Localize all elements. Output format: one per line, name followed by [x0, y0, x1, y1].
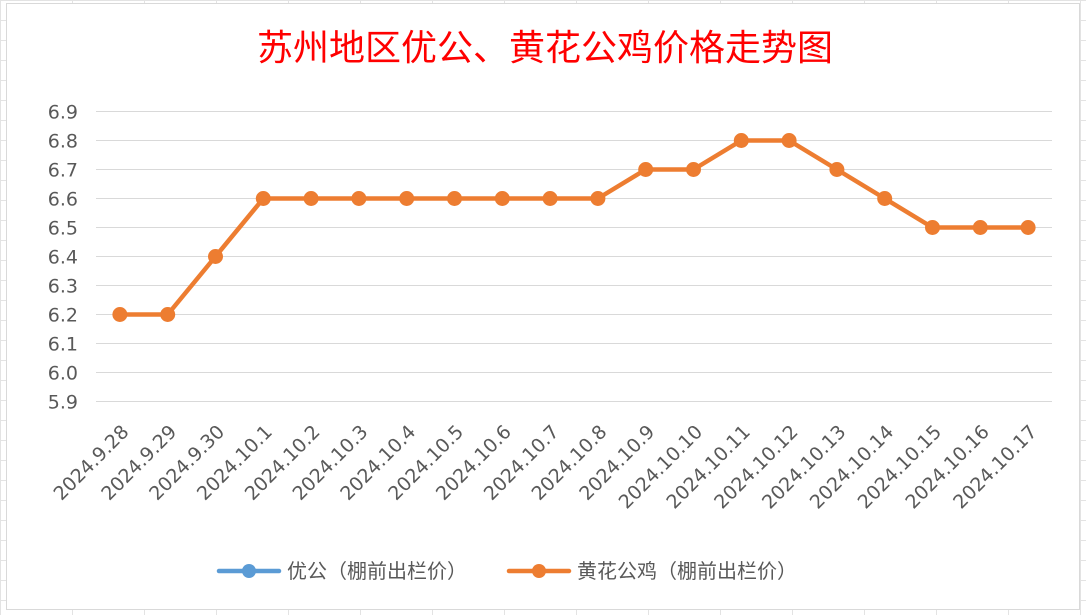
data-point: [877, 191, 893, 206]
data-point: [686, 162, 701, 177]
chart-title: 苏州地区优公、黄花公鸡价格走势图: [257, 28, 833, 69]
data-point: [590, 191, 606, 206]
series-line: [117, 138, 1031, 317]
y-tick-label: 6.0: [48, 363, 78, 385]
data-point: [972, 220, 988, 235]
data-point: [303, 191, 319, 206]
data-point: [542, 191, 558, 206]
y-tick-label: 5.9: [48, 392, 78, 414]
legend-label: 黄花公鸡（棚前出栏价）: [577, 559, 797, 583]
y-tick-label: 6.8: [48, 131, 78, 153]
data-point: [447, 191, 462, 206]
y-tick-label: 6.1: [48, 334, 78, 356]
legend-label: 优公（棚前出栏价）: [287, 559, 467, 583]
data-point: [112, 307, 128, 322]
data-point: [925, 220, 940, 235]
y-tick-label: 6.3: [48, 276, 78, 298]
legend-marker: [532, 564, 546, 578]
y-tick-label: 6.4: [48, 247, 78, 269]
data-point: [160, 307, 176, 322]
legend[interactable]: 优公（棚前出栏价） 黄花公鸡（棚前出栏价）: [216, 559, 797, 583]
data-point: [494, 191, 510, 206]
data-point: [1020, 220, 1036, 235]
data-point: [781, 133, 797, 148]
legend-marker: [242, 564, 256, 578]
data-point: [638, 162, 654, 177]
data-point: [351, 191, 367, 206]
y-axis-labels: 5.9 6.0 6.1 6.2 6.3 6.4 6.5 6.6 6.7 6.8 6.9: [48, 102, 78, 414]
data-point: [399, 191, 415, 206]
y-tick-label: 6.6: [48, 189, 78, 211]
data-point: [733, 133, 749, 148]
y-tick-label: 6.7: [48, 160, 78, 182]
x-axis-labels: 2024.9.282024.9.292024.9.302024.10.12024…: [49, 421, 1041, 513]
y-tick-label: 6.9: [48, 102, 78, 124]
y-tick-label: 6.2: [48, 305, 78, 327]
data-point: [255, 191, 271, 206]
y-tick-label: 6.5: [48, 218, 78, 240]
series-layer: [112, 133, 1036, 322]
chart-frame[interactable]: [6, 3, 1080, 610]
data-point: [829, 162, 845, 177]
data-point: [208, 249, 223, 264]
grid-lines: [96, 111, 1052, 402]
